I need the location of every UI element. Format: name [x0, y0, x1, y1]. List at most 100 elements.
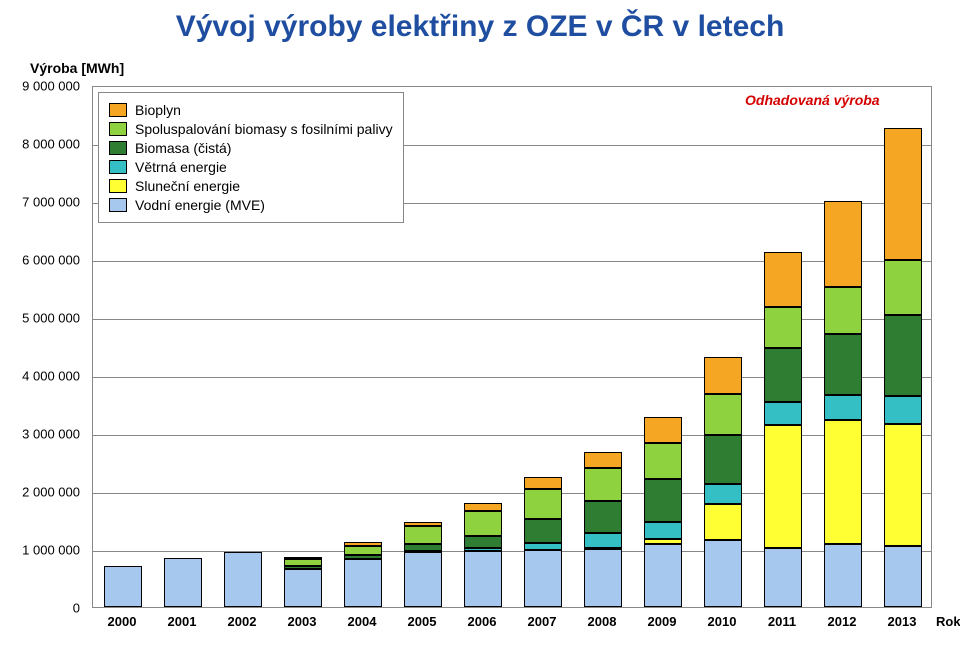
bar-segment-vodni	[884, 546, 922, 607]
x-tick-label: 2009	[648, 614, 677, 629]
legend-item-biomasa: Biomasa (čistá)	[109, 140, 393, 156]
legend-swatch	[109, 103, 127, 117]
bar-segment-biomasa	[704, 435, 742, 484]
bar-segment-vetrna	[884, 396, 922, 424]
bar-segment-biomasa	[404, 544, 442, 551]
gridline	[93, 435, 931, 436]
x-tick-label: 2013	[888, 614, 917, 629]
bar-segment-vetrna	[464, 548, 502, 551]
bar-segment-biomasa	[824, 334, 862, 395]
legend-label: Biomasa (čistá)	[135, 140, 231, 156]
legend-label: Spoluspalování biomasy s fosilními paliv…	[135, 121, 393, 137]
bar-segment-biomasa	[884, 315, 922, 396]
bar-segment-vetrna	[704, 484, 742, 504]
bar-segment-spoluspal	[284, 559, 322, 566]
bar-segment-bioplyn	[284, 557, 322, 559]
x-tick-label: 2003	[288, 614, 317, 629]
bar-segment-spoluspal	[344, 546, 382, 555]
y-tick-label: 4 000 000	[10, 369, 80, 384]
legend-item-vetrna: Větrná energie	[109, 159, 393, 175]
y-tick-label: 2 000 000	[10, 485, 80, 500]
y-axis-label: Výroba [MWh]	[30, 60, 124, 76]
y-tick-label: 8 000 000	[10, 137, 80, 152]
bar-segment-biomasa	[524, 519, 562, 542]
legend-swatch	[109, 122, 127, 136]
bar-segment-bioplyn	[764, 252, 802, 307]
legend-box: Bioplyn Spoluspalování biomasy s fosilním…	[98, 92, 404, 223]
bar-segment-biomasa	[764, 348, 802, 401]
bar-segment-vetrna	[644, 522, 682, 539]
bar-segment-vodni	[704, 540, 742, 607]
bar-segment-bioplyn	[464, 503, 502, 512]
bar-segment-bioplyn	[524, 477, 562, 490]
y-tick-label: 9 000 000	[10, 79, 80, 94]
bar-segment-spoluspal	[824, 287, 862, 335]
bar-segment-vodni	[824, 544, 862, 607]
y-tick-label: 1 000 000	[10, 543, 80, 558]
legend-label: Sluneční energie	[135, 178, 240, 194]
bar-segment-slunecni	[644, 539, 682, 544]
bar-segment-bioplyn	[884, 128, 922, 260]
x-tick-label: 2011	[768, 614, 796, 629]
bar-segment-vetrna	[764, 402, 802, 425]
bar-segment-vodni	[464, 551, 502, 607]
y-tick-label: 5 000 000	[10, 311, 80, 326]
bar-segment-vodni	[404, 552, 442, 607]
legend-swatch	[109, 198, 127, 212]
x-tick-label: 2010	[708, 614, 737, 629]
legend-swatch	[109, 179, 127, 193]
bar-segment-spoluspal	[884, 260, 922, 315]
bar-segment-vodni	[224, 552, 262, 607]
gridline	[93, 551, 931, 552]
x-tick-label: 2012	[828, 614, 857, 629]
chart-area: 01 000 0002 000 0003 000 0004 000 0005 0…	[92, 86, 932, 608]
bar-segment-spoluspal	[644, 443, 682, 479]
x-tick-label: 2001	[168, 614, 197, 629]
legend-label: Větrná energie	[135, 159, 227, 175]
legend-item-vodni: Vodní energie (MVE)	[109, 197, 393, 213]
bar-segment-bioplyn	[344, 542, 382, 545]
legend-swatch	[109, 160, 127, 174]
legend-swatch	[109, 141, 127, 155]
bar-segment-bioplyn	[704, 357, 742, 394]
bar-segment-spoluspal	[464, 511, 502, 535]
bar-segment-vodni	[584, 549, 622, 607]
gridline	[93, 319, 931, 320]
bar-segment-vodni	[284, 569, 322, 607]
x-tick-label: 2008	[588, 614, 617, 629]
legend-item-spoluspal: Spoluspalování biomasy s fosilními paliv…	[109, 121, 393, 137]
bar-segment-slunecni	[704, 504, 742, 540]
x-tick-label: 2005	[408, 614, 437, 629]
x-tick-label: 2000	[108, 614, 137, 629]
legend-label: Bioplyn	[135, 102, 181, 118]
bar-segment-bioplyn	[824, 201, 862, 287]
bar-segment-vodni	[104, 566, 142, 607]
bar-segment-biomasa	[584, 501, 622, 533]
x-tick-label: 2006	[468, 614, 497, 629]
bar-segment-vetrna	[524, 543, 562, 550]
legend-label: Vodní energie (MVE)	[135, 197, 265, 213]
y-tick-label: 6 000 000	[10, 253, 80, 268]
bar-segment-biomasa	[644, 479, 682, 523]
bar-segment-vodni	[764, 548, 802, 607]
bar-segment-vodni	[164, 558, 202, 607]
x-axis-label: Rok	[936, 614, 960, 629]
gridline	[93, 261, 931, 262]
page-title: Vývoj výroby elektřiny z OZE v ČR v lete…	[20, 10, 940, 44]
bar-segment-spoluspal	[524, 489, 562, 519]
bar-segment-spoluspal	[704, 394, 742, 435]
bar-segment-slunecni	[764, 425, 802, 548]
bar-segment-slunecni	[884, 424, 922, 546]
gridline	[93, 493, 931, 494]
y-tick-label: 0	[10, 601, 80, 616]
bar-segment-vodni	[524, 550, 562, 607]
bar-segment-vetrna	[824, 395, 862, 419]
x-tick-label: 2004	[348, 614, 377, 629]
bar-segment-spoluspal	[764, 307, 802, 349]
bar-segment-biomasa	[284, 566, 322, 569]
x-tick-label: 2007	[528, 614, 557, 629]
bar-segment-spoluspal	[584, 468, 622, 502]
bar-segment-bioplyn	[404, 522, 442, 527]
bar-segment-vetrna	[584, 533, 622, 548]
x-tick-label: 2002	[228, 614, 257, 629]
